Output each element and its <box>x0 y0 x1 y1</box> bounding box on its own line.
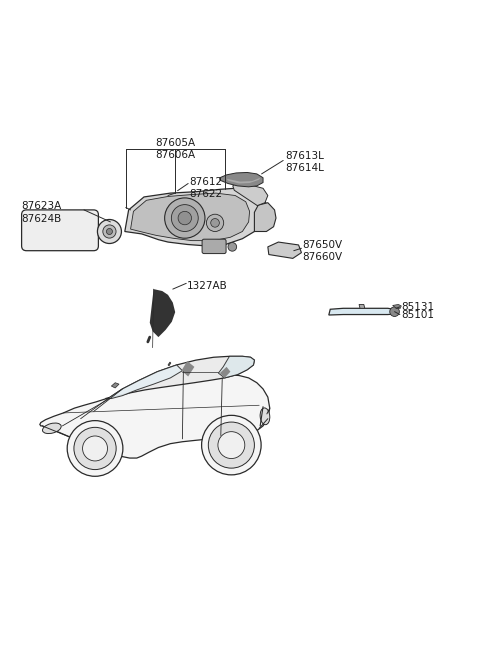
Circle shape <box>211 219 219 227</box>
Circle shape <box>218 432 245 458</box>
Circle shape <box>67 421 123 476</box>
Polygon shape <box>40 375 270 458</box>
Text: 85131: 85131 <box>401 302 434 312</box>
Polygon shape <box>168 362 171 366</box>
Circle shape <box>97 219 121 244</box>
Text: 87623A
87624B: 87623A 87624B <box>22 201 62 223</box>
Polygon shape <box>233 183 268 206</box>
Polygon shape <box>220 367 230 378</box>
Circle shape <box>165 198 205 238</box>
Polygon shape <box>131 193 250 240</box>
Polygon shape <box>111 383 119 388</box>
Polygon shape <box>220 172 263 187</box>
Polygon shape <box>108 365 182 398</box>
Polygon shape <box>125 188 266 246</box>
Text: 87605A
87606A: 87605A 87606A <box>155 138 195 160</box>
Circle shape <box>390 307 399 316</box>
Circle shape <box>103 225 116 238</box>
Polygon shape <box>181 361 194 377</box>
Circle shape <box>228 242 237 251</box>
Circle shape <box>107 229 112 234</box>
Circle shape <box>206 214 224 231</box>
Circle shape <box>74 427 116 470</box>
Text: 87612
87622: 87612 87622 <box>190 177 223 200</box>
Polygon shape <box>150 289 175 337</box>
Polygon shape <box>359 305 365 309</box>
Circle shape <box>171 204 198 231</box>
Text: 1327AB: 1327AB <box>187 281 228 291</box>
Circle shape <box>208 422 254 468</box>
Polygon shape <box>218 356 254 378</box>
Text: 87613L
87614L: 87613L 87614L <box>286 151 324 173</box>
FancyBboxPatch shape <box>22 210 98 251</box>
Polygon shape <box>393 305 401 309</box>
Ellipse shape <box>260 408 270 424</box>
Text: 87650V
87660V: 87650V 87660V <box>302 240 343 262</box>
FancyBboxPatch shape <box>202 239 226 253</box>
Polygon shape <box>227 178 260 183</box>
Circle shape <box>83 436 108 461</box>
Circle shape <box>178 212 192 225</box>
Circle shape <box>202 415 261 475</box>
Polygon shape <box>106 356 254 398</box>
Polygon shape <box>329 309 394 315</box>
Text: 85101: 85101 <box>401 310 434 320</box>
Polygon shape <box>254 202 276 231</box>
Ellipse shape <box>43 423 61 434</box>
Polygon shape <box>268 242 301 258</box>
